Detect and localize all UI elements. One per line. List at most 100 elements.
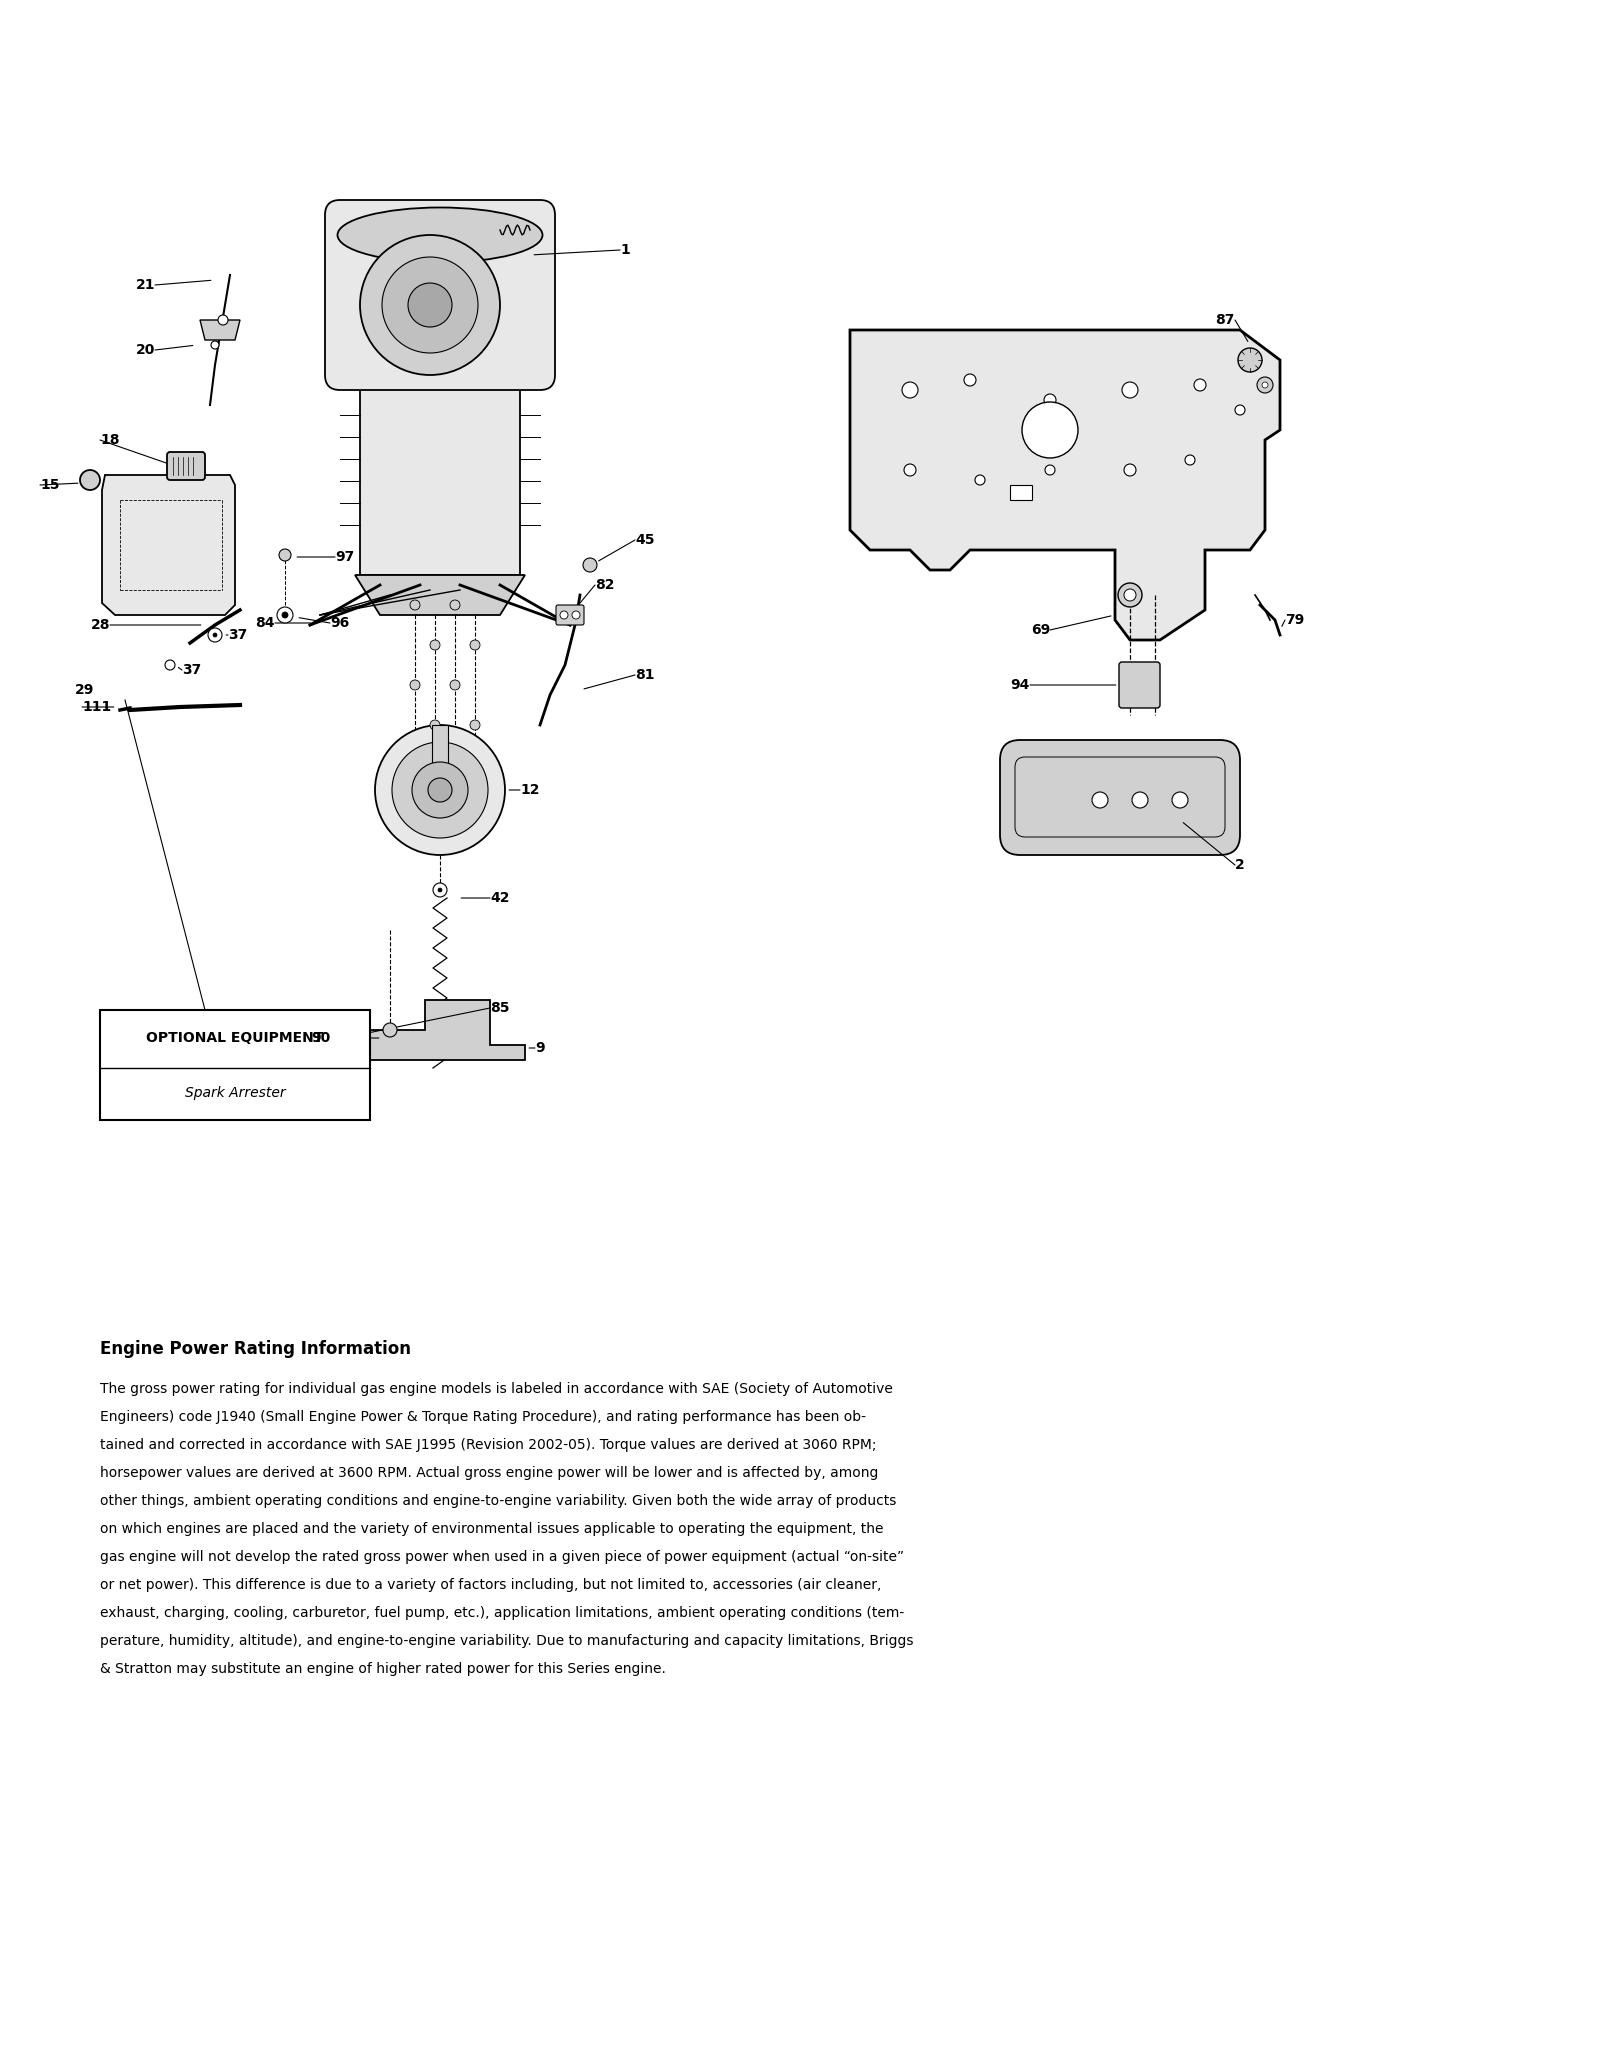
Circle shape bbox=[974, 474, 986, 484]
Text: 37: 37 bbox=[229, 627, 248, 642]
Text: 94: 94 bbox=[1011, 679, 1030, 691]
Circle shape bbox=[573, 611, 579, 619]
Text: OPTIONAL EQUIPMENT: OPTIONAL EQUIPMENT bbox=[146, 1031, 323, 1045]
Circle shape bbox=[1123, 464, 1136, 476]
FancyBboxPatch shape bbox=[166, 451, 205, 480]
Circle shape bbox=[902, 383, 918, 397]
Text: 18: 18 bbox=[99, 433, 120, 447]
Circle shape bbox=[208, 627, 222, 642]
Polygon shape bbox=[850, 329, 1280, 640]
Circle shape bbox=[165, 660, 174, 671]
Text: 20: 20 bbox=[136, 344, 155, 356]
Circle shape bbox=[413, 762, 467, 818]
Circle shape bbox=[392, 741, 488, 838]
Text: other things, ambient operating conditions and engine-to-engine variability. Giv: other things, ambient operating conditio… bbox=[99, 1495, 896, 1509]
Text: 29: 29 bbox=[75, 683, 94, 698]
Circle shape bbox=[904, 464, 915, 476]
Circle shape bbox=[374, 724, 506, 855]
Text: tained and corrected in accordance with SAE J1995 (Revision 2002-05). Torque val: tained and corrected in accordance with … bbox=[99, 1439, 877, 1451]
Text: 15: 15 bbox=[40, 478, 59, 493]
Circle shape bbox=[560, 611, 568, 619]
Circle shape bbox=[430, 640, 440, 650]
Text: 79: 79 bbox=[1285, 613, 1304, 627]
Text: or net power). This difference is due to a variety of factors including, but not: or net power). This difference is due to… bbox=[99, 1577, 882, 1592]
Text: 87: 87 bbox=[1216, 313, 1235, 327]
Circle shape bbox=[429, 778, 453, 801]
Circle shape bbox=[1123, 590, 1136, 600]
Bar bbox=[1010, 484, 1032, 501]
Circle shape bbox=[282, 613, 288, 619]
Text: 9: 9 bbox=[534, 1041, 544, 1056]
Circle shape bbox=[1022, 402, 1078, 457]
Circle shape bbox=[1186, 455, 1195, 466]
Text: Engineers) code J1940 (Small Engine Power & Torque Rating Procedure), and rating: Engineers) code J1940 (Small Engine Powe… bbox=[99, 1410, 866, 1424]
Circle shape bbox=[450, 681, 461, 689]
Text: exhaust, charging, cooling, carburetor, fuel pump, etc.), application limitation: exhaust, charging, cooling, carburetor, … bbox=[99, 1606, 904, 1621]
Circle shape bbox=[277, 607, 293, 623]
Polygon shape bbox=[355, 575, 525, 615]
Circle shape bbox=[408, 284, 453, 327]
Text: Engine Power Rating Information: Engine Power Rating Information bbox=[99, 1339, 411, 1358]
Circle shape bbox=[1194, 379, 1206, 391]
Circle shape bbox=[80, 470, 99, 491]
Text: on which engines are placed and the variety of environmental issues applicable t: on which engines are placed and the vari… bbox=[99, 1521, 883, 1536]
Circle shape bbox=[430, 720, 440, 731]
Text: 42: 42 bbox=[490, 890, 509, 905]
Text: & Stratton may substitute an engine of higher rated power for this Series engine: & Stratton may substitute an engine of h… bbox=[99, 1662, 666, 1677]
Circle shape bbox=[1122, 383, 1138, 397]
Circle shape bbox=[410, 600, 419, 611]
Circle shape bbox=[382, 1023, 397, 1037]
Circle shape bbox=[344, 1033, 355, 1043]
Circle shape bbox=[438, 888, 442, 892]
Text: 37: 37 bbox=[182, 662, 202, 677]
Ellipse shape bbox=[338, 207, 542, 263]
Circle shape bbox=[470, 720, 480, 731]
Text: Spark Arrester: Spark Arrester bbox=[184, 1087, 285, 1099]
Text: perature, humidity, altitude), and engine-to-engine variability. Due to manufact: perature, humidity, altitude), and engin… bbox=[99, 1633, 914, 1648]
Text: 111: 111 bbox=[82, 700, 112, 714]
Circle shape bbox=[1133, 793, 1149, 807]
Text: 96: 96 bbox=[330, 617, 349, 629]
Text: gas engine will not develop the rated gross power when used in a given piece of : gas engine will not develop the rated gr… bbox=[99, 1550, 904, 1565]
Polygon shape bbox=[102, 474, 235, 615]
Circle shape bbox=[1091, 793, 1107, 807]
Circle shape bbox=[410, 681, 419, 689]
Circle shape bbox=[963, 375, 976, 385]
Bar bbox=[432, 724, 448, 780]
Text: 12: 12 bbox=[520, 782, 539, 797]
Text: 82: 82 bbox=[595, 578, 614, 592]
Circle shape bbox=[470, 640, 480, 650]
Circle shape bbox=[1238, 348, 1262, 373]
Circle shape bbox=[1235, 406, 1245, 414]
FancyBboxPatch shape bbox=[1118, 662, 1160, 708]
Text: 1: 1 bbox=[621, 242, 630, 257]
Circle shape bbox=[450, 600, 461, 611]
Text: 69: 69 bbox=[1030, 623, 1050, 638]
Text: 45: 45 bbox=[635, 532, 654, 546]
Text: 85: 85 bbox=[490, 1002, 509, 1014]
Bar bbox=[99, 1010, 370, 1120]
Circle shape bbox=[360, 236, 499, 375]
Text: 90: 90 bbox=[310, 1031, 330, 1045]
Circle shape bbox=[211, 342, 219, 350]
Text: 21: 21 bbox=[136, 277, 155, 292]
FancyBboxPatch shape bbox=[557, 604, 584, 625]
Text: horsepower values are derived at 3600 RPM. Actual gross engine power will be low: horsepower values are derived at 3600 RP… bbox=[99, 1466, 878, 1480]
FancyBboxPatch shape bbox=[325, 201, 555, 389]
Circle shape bbox=[1118, 584, 1142, 607]
Text: The gross power rating for individual gas engine models is labeled in accordance: The gross power rating for individual ga… bbox=[99, 1383, 893, 1395]
Text: 2: 2 bbox=[1235, 857, 1245, 871]
Circle shape bbox=[434, 884, 446, 896]
Circle shape bbox=[278, 549, 291, 561]
Text: 81: 81 bbox=[635, 669, 654, 681]
Text: 97: 97 bbox=[334, 551, 354, 563]
Circle shape bbox=[218, 315, 229, 325]
Text: 84: 84 bbox=[256, 617, 275, 629]
Circle shape bbox=[1045, 466, 1054, 474]
Polygon shape bbox=[200, 321, 240, 339]
Text: 28: 28 bbox=[91, 619, 110, 631]
Circle shape bbox=[1262, 383, 1267, 387]
FancyBboxPatch shape bbox=[1000, 739, 1240, 855]
Polygon shape bbox=[350, 364, 525, 575]
Circle shape bbox=[1171, 793, 1187, 807]
